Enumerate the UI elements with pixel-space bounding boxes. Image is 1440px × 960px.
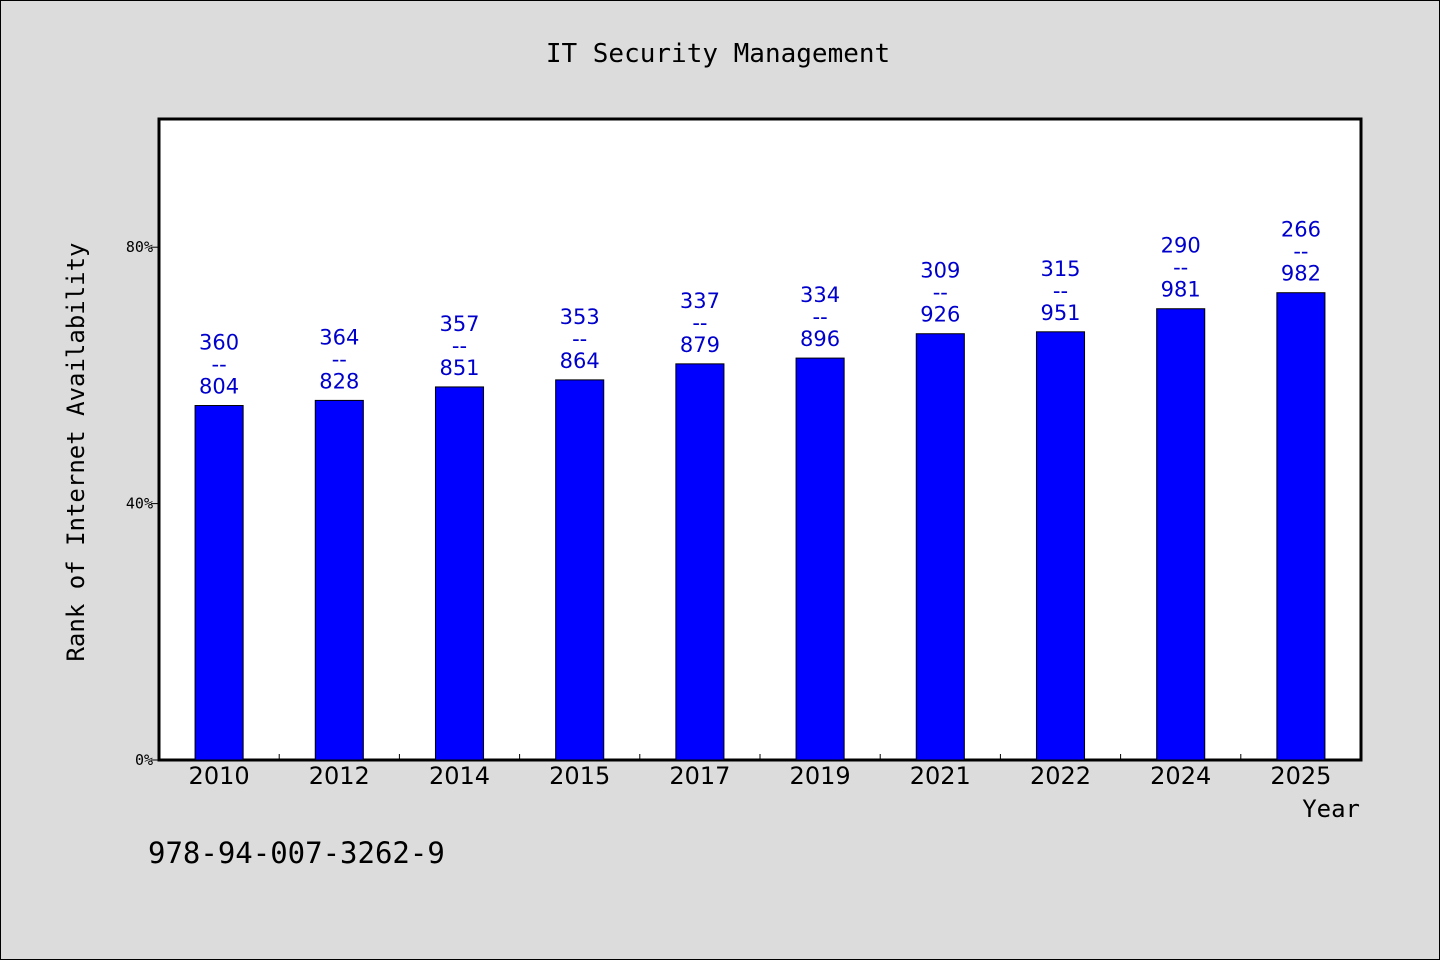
bar-label-bottom: 926	[920, 303, 960, 327]
x-axis: 2010 2012 2014 2015 2017 2019 2021 2022 2024 2025	[189, 754, 1331, 790]
x-tick-label: 2012	[309, 762, 370, 790]
bar-label-bottom: 951	[1040, 301, 1080, 325]
bar-label-sep: --	[692, 311, 707, 335]
bar	[1156, 308, 1206, 761]
bar-label-bottom: 864	[560, 349, 600, 373]
x-tick-label: 2021	[910, 762, 971, 790]
bar-label-sep: --	[212, 353, 227, 377]
bar-label-top: 315	[1040, 257, 1080, 281]
x-tick-label: 2014	[429, 762, 490, 790]
bar	[675, 363, 725, 761]
data-labels: 360--804364--828357--851353--864337--879…	[199, 218, 1321, 399]
bar-label-top: 266	[1281, 218, 1321, 242]
x-tick-label: 2022	[1030, 762, 1091, 790]
bar-label-top: 353	[560, 305, 600, 329]
bar-label-top: 334	[800, 283, 840, 307]
bar-label-sep: --	[1053, 279, 1068, 303]
x-axis-title: Year	[1302, 795, 1360, 823]
bar	[194, 405, 244, 761]
bar	[1276, 292, 1326, 761]
bar-label-bottom: 804	[199, 375, 239, 399]
bar-label-sep: --	[813, 305, 828, 329]
bar	[795, 357, 845, 761]
bar	[434, 386, 485, 761]
bar-label-top: 309	[920, 259, 960, 283]
bar-label-bottom: 828	[319, 369, 359, 393]
bar	[555, 379, 605, 761]
bar-label-bottom: 851	[439, 356, 479, 380]
y-tick-label: 40%	[126, 495, 153, 513]
bar-label-sep: --	[572, 327, 587, 351]
bar-label-sep: --	[332, 347, 347, 371]
bar-label-bottom: 879	[680, 333, 720, 357]
x-tick-label: 2010	[189, 762, 250, 790]
bar-label-sep: --	[933, 281, 948, 305]
bar-label-sep: --	[1173, 256, 1188, 280]
bar-label-bottom: 982	[1281, 262, 1321, 286]
bar-label-sep: --	[452, 334, 467, 358]
y-tick-label: 0%	[135, 751, 153, 769]
x-tick-label: 2019	[790, 762, 851, 790]
bar-label-top: 357	[439, 312, 479, 336]
bar-label-bottom: 896	[800, 327, 840, 351]
bars	[194, 292, 1326, 761]
x-tick-label: 2025	[1270, 762, 1331, 790]
x-tick-label: 2015	[549, 762, 610, 790]
bar-label-top: 360	[199, 331, 239, 355]
bar-label-top: 337	[680, 289, 720, 313]
bar-label-top: 290	[1161, 234, 1201, 258]
y-axis-title: Rank of Internet Availability	[62, 242, 90, 661]
bar	[1035, 331, 1086, 761]
bar-label-top: 364	[319, 325, 359, 349]
bar-label-sep: --	[1293, 240, 1308, 264]
x-tick-label: 2024	[1150, 762, 1211, 790]
footer-text: 978-94-007-3262-9	[148, 836, 445, 870]
bar-label-bottom: 981	[1161, 278, 1201, 302]
y-tick-label: 80%	[126, 238, 153, 256]
chart-title: IT Security Management	[546, 39, 890, 69]
y-axis: 0% 40% 80%	[126, 238, 159, 769]
bar	[314, 399, 364, 761]
x-tick-label: 2017	[669, 762, 730, 790]
bar	[915, 333, 965, 761]
